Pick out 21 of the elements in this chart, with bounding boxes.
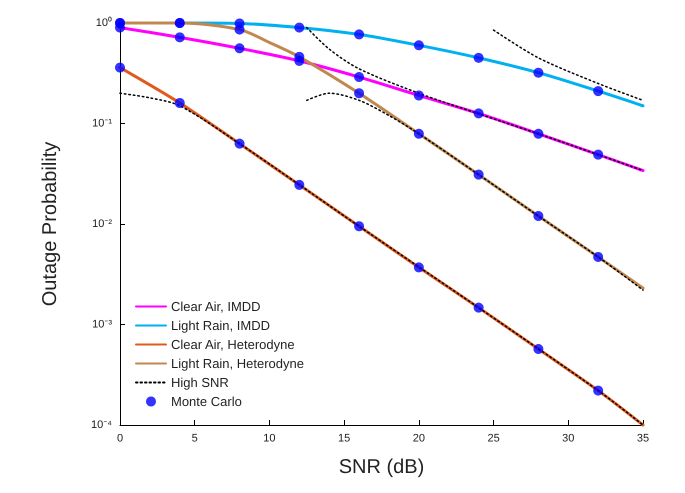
x-tick-label: 20 (412, 432, 425, 444)
y-axis-title: Outage Probability (39, 142, 61, 306)
legend-label: High SNR (171, 375, 229, 390)
x-axis-title: SNR (dB) (338, 456, 424, 478)
y-tick-label: 10⁻³ (92, 318, 112, 330)
legend-label: Clear Air, Heterodyne (171, 337, 295, 352)
x-tick-label: 0 (116, 432, 124, 444)
y-tick-label: 10⁻¹ (92, 118, 112, 130)
legend-label: Clear Air, IMDD (171, 299, 261, 314)
y-tick-label: 10⁰ (96, 16, 112, 29)
y-tick-label: 10⁻² (92, 218, 112, 230)
y-tick-label: 10⁻⁴ (91, 419, 112, 431)
x-tick-label: 30 (562, 432, 574, 444)
legend-label: Light Rain, Heterodyne (171, 356, 304, 371)
legend-label: Monte Carlo (171, 394, 242, 409)
legend-label: Light Rain, IMDD (171, 318, 270, 333)
x-tick-label: 25 (487, 432, 500, 444)
x-tick-label: 5 (192, 432, 198, 444)
x-tick-label: 15 (338, 432, 350, 444)
x-tick-label: 35 (636, 432, 650, 444)
x-tick-label: 10 (263, 432, 276, 444)
